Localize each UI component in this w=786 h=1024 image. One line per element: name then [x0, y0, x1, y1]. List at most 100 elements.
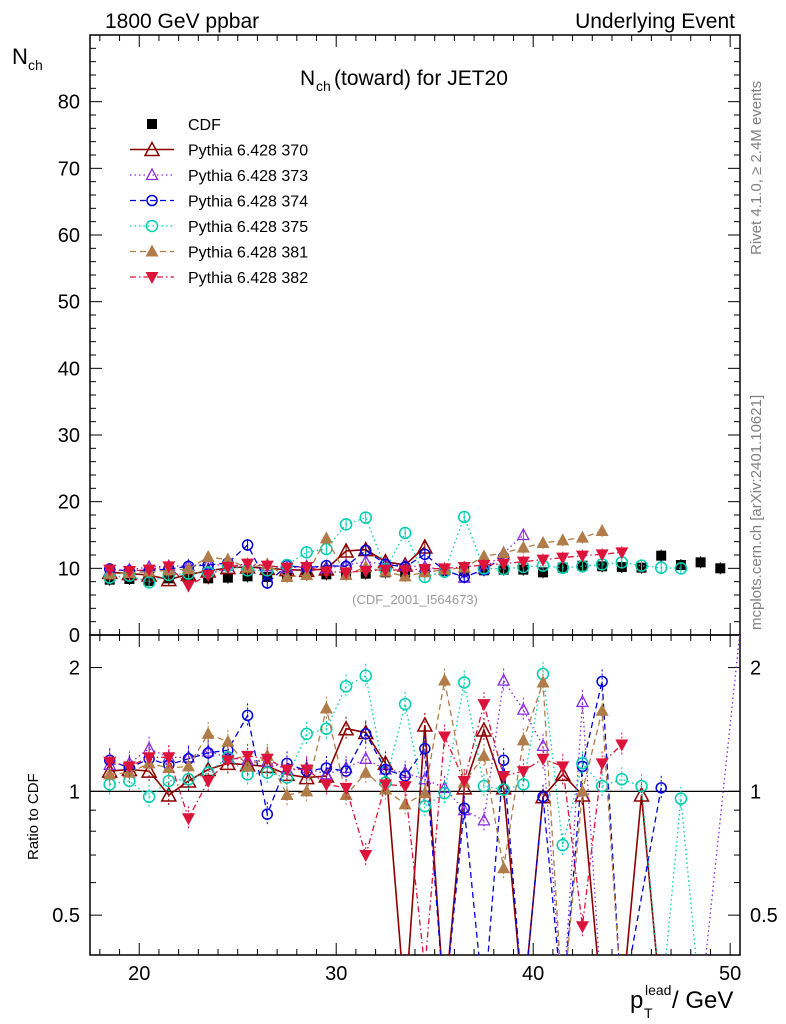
ratio-data-point [160, 786, 178, 802]
ratio-y-tick-label: 0.5 [52, 905, 80, 927]
ratio-data-point [438, 673, 452, 686]
ratio-data-point [575, 694, 589, 708]
title-rest: (toward) for JET20 [334, 67, 508, 90]
ratio-data-point [497, 673, 511, 686]
main-series-6 [103, 546, 629, 593]
ratio-data-point [398, 781, 412, 794]
legend-marker [145, 244, 159, 257]
x-tick-label: 40 [522, 963, 544, 985]
legend-entry: Pythia 6.428 370 [130, 140, 308, 160]
ylabel-sub: ch [28, 57, 43, 73]
ratio-data-point [536, 753, 550, 766]
ratio-data-point [180, 772, 197, 788]
main-data-point [575, 550, 589, 563]
ratio-data-point [674, 792, 688, 805]
main-y-tick-label: 70 [58, 158, 80, 180]
legend-label: Pythia 6.428 382 [188, 270, 308, 287]
main-data-point [575, 530, 589, 543]
ratio-data-point [536, 675, 550, 688]
legend-label: Pythia 6.428 373 [188, 168, 308, 185]
ratio-data-point [337, 720, 355, 736]
ratio-data-point [359, 765, 373, 778]
legend-label: CDF [188, 117, 221, 134]
ratio-data-point [477, 779, 491, 793]
legend-label: Pythia 6.428 370 [188, 143, 308, 160]
main-data-point [615, 547, 629, 560]
ratio-data-point [280, 764, 294, 777]
ratio-data-point [162, 774, 176, 788]
main-data-point [538, 567, 549, 578]
main-y-tick-label: 30 [58, 425, 80, 447]
ratio-data-point [458, 802, 470, 814]
title-sub: ch [316, 78, 331, 94]
ratio-data-point [635, 779, 648, 793]
main-data-point [260, 560, 274, 573]
main-data-point [457, 510, 471, 524]
main-data-point [674, 562, 688, 575]
ratio-y-tick-label: 2 [69, 658, 80, 680]
ratio-series-line [109, 635, 740, 955]
main-data-point [398, 526, 412, 540]
ratio-data-point [475, 721, 493, 737]
ratio-data-point [261, 808, 274, 820]
main-data-point [300, 546, 313, 559]
main-data-point [181, 580, 195, 593]
main-data-point [319, 566, 333, 579]
rivet-version-label: Rivet 4.1.0, ≥ 2.4M events [748, 81, 765, 255]
main-data-point [359, 566, 373, 578]
ratio-data-point [457, 676, 471, 689]
main-data-point [360, 544, 372, 557]
ratio-data-point [103, 756, 117, 769]
ratio-data-point [575, 921, 589, 934]
ratio-axes: 20 30 40 50 0.5 0.5 1 1 2 2 [52, 635, 778, 985]
main-data-point [359, 511, 373, 524]
ratio-data-point [103, 767, 117, 780]
main-data-point [477, 560, 491, 572]
ratio-y-tick-label: 1 [69, 781, 80, 803]
main-data-point [516, 556, 530, 569]
x-tick-label: 50 [719, 963, 741, 985]
ratio-data-point [142, 790, 156, 804]
main-data-point [319, 531, 333, 544]
main-series-line [109, 515, 681, 583]
main-data-point [419, 548, 431, 561]
ratio-data-point [615, 739, 629, 752]
main-data-point [241, 539, 254, 551]
ratio-data-point [416, 716, 434, 732]
main-data-point [339, 567, 353, 580]
main-series-5 [103, 524, 609, 583]
main-data-point [715, 563, 726, 574]
main-data-point [103, 564, 117, 577]
ratio-data-point [516, 702, 530, 715]
ratio-data-point [516, 766, 530, 779]
legend-marker [147, 119, 157, 129]
main-data-point [497, 558, 511, 571]
main-data-point [241, 558, 255, 571]
ratio-data-point [497, 861, 511, 874]
ratio-data-point [319, 701, 333, 714]
legend-entry: Pythia 6.428 373 [130, 167, 308, 185]
ratio-y-tick-label-right: 0.5 [750, 905, 778, 927]
main-data-point [654, 561, 668, 574]
ratio-data-point [477, 812, 491, 826]
ratio-series-2 [103, 669, 667, 955]
main-data-point [122, 566, 136, 578]
ratio-data-point [201, 726, 215, 739]
main-data-point [222, 572, 233, 583]
ratio-data-point [438, 731, 452, 744]
ylabel-main: N [12, 44, 28, 69]
ratio-series-0 [101, 712, 658, 955]
main-data-point [280, 562, 294, 575]
main-y-tick-label: 0 [69, 625, 80, 647]
main-data-point [280, 570, 294, 582]
xlabel-rest: / GeV [672, 987, 733, 1014]
ratio-y-axis-label: Ratio to CDF [25, 773, 42, 860]
main-data-point [516, 540, 530, 553]
main-data-point [181, 562, 195, 574]
legend-label: Pythia 6.428 374 [188, 194, 308, 211]
ratio-data-point [359, 850, 373, 863]
ratio-data-point [339, 680, 353, 693]
main-data-point [142, 564, 156, 577]
ratio-data-point [122, 761, 136, 774]
main-data-point [438, 563, 452, 576]
